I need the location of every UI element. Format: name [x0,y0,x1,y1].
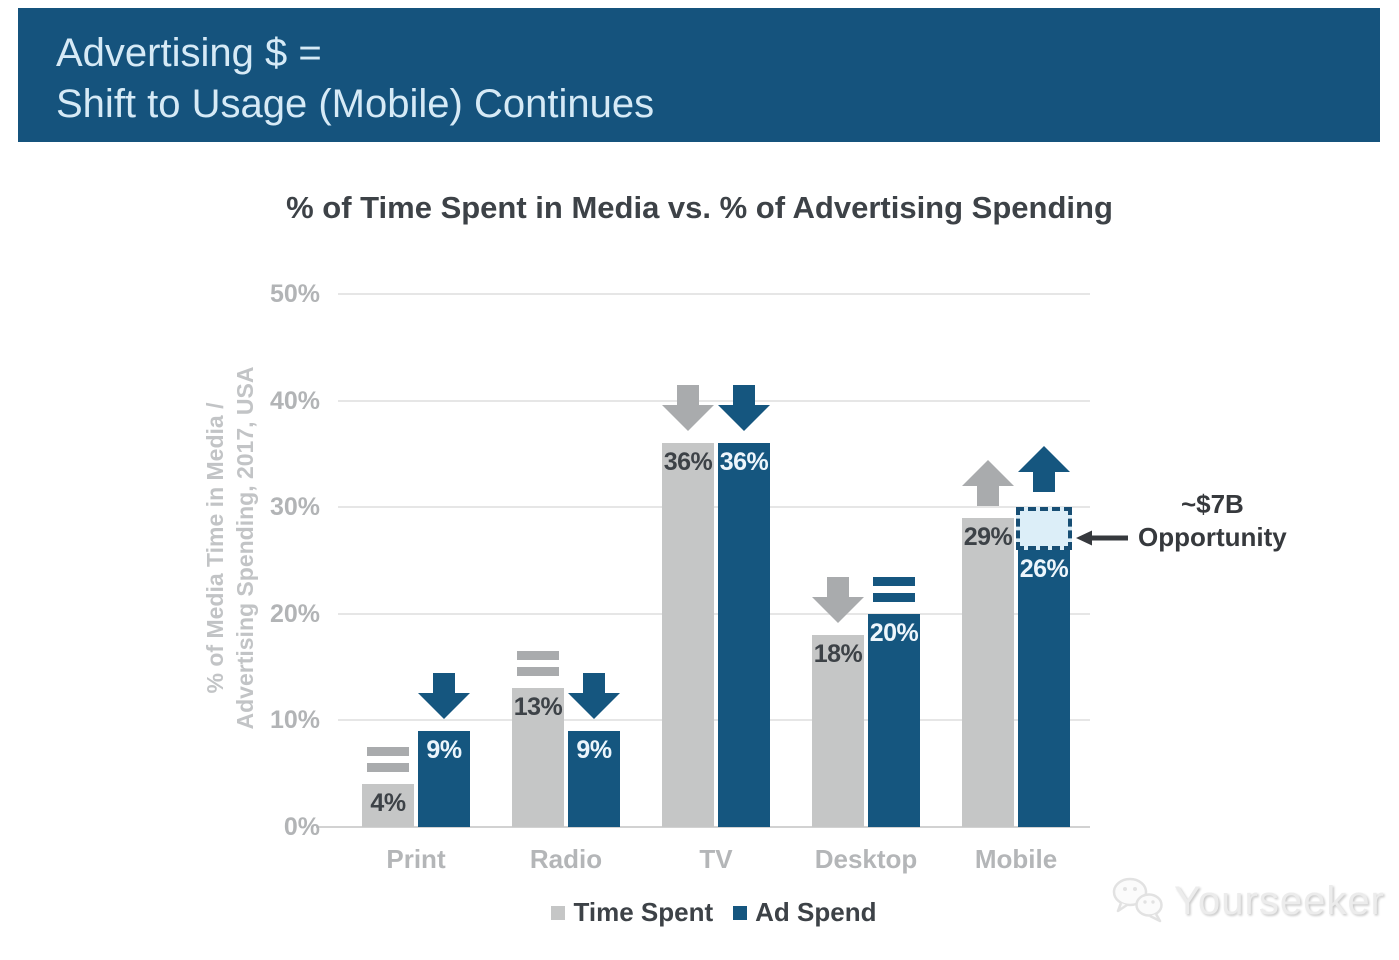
x-category-mobile: Mobile [974,844,1058,874]
bar-print-time-spent: 4% [362,784,414,827]
y-tick-40%: 40% [269,386,320,415]
bar-value-label: 20% [869,619,919,647]
watermark: Yourseeker [1108,872,1385,930]
bar-tv-time-spent: 36% [662,443,714,827]
x-axis-line [316,826,1090,828]
chat-bubbles-icon [1112,877,1163,923]
legend-item-ad-spend: Ad Spend [733,897,877,928]
y-tick-0%: 0% [283,813,320,841]
trend-down-icon [812,577,864,628]
trend-flat-icon [873,577,915,607]
y-tick-10%: 10% [269,706,320,735]
bar-print-ad-spend: 9% [418,731,470,827]
bar-tv-ad-spend: 36% [718,443,770,827]
trend-up-icon [962,460,1014,511]
legend-item-time-spent: Time Spent [551,897,713,928]
chart-title: % of Time Spent in Media vs. % of Advert… [286,190,1113,225]
bar-desktop-time-spent: 18% [812,635,864,827]
legend-label-time-spent: Time Spent [573,897,714,927]
bar-value-label: 18% [813,640,863,668]
annotation-left-arrow-icon [1076,530,1128,546]
header-title-line1: Advertising $ = [56,31,322,75]
bar-radio-ad-spend: 9% [568,731,620,827]
x-category-print: Print [386,844,446,874]
gridline-40% [338,399,1090,402]
bar-value-label: 36% [719,448,769,476]
bar-value-label: 36% [663,448,713,476]
opportunity-gap-box [1016,507,1072,550]
x-category-desktop: Desktop [814,844,918,874]
trend-flat-icon [517,651,559,681]
legend-swatch-time-spent [551,905,566,920]
bar-value-label: 29% [963,523,1013,551]
x-category-tv: TV [699,844,733,874]
trend-down-icon [718,385,770,436]
bar-desktop-ad-spend: 20% [868,614,920,827]
watermark-text: Yourseeker [1174,878,1385,923]
x-category-radio: Radio [529,844,603,874]
bar-value-label: 13% [513,693,563,721]
annotation-line2: Opportunity [1138,522,1287,552]
y-tick-50%: 50% [269,280,320,308]
bar-mobile-ad-spend: 26% [1018,550,1070,827]
bar-value-label: 26% [1019,555,1069,583]
annotation-text: ~$7B Opportunity [1138,488,1287,554]
bar-mobile-time-spent: 29% [962,518,1014,827]
y-tick-30%: 30% [269,493,320,522]
gridline-10% [338,719,1090,722]
gridline-30% [338,506,1090,509]
legend-label-ad-spend: Ad Spend [755,897,877,927]
y-axis-label-line2: Advertising Spending, 2017, USA [232,366,258,730]
bar-value-label: 9% [426,736,462,764]
trend-down-icon [418,673,470,724]
legend-swatch-ad-spend [733,905,748,920]
bar-value-label: 4% [370,789,406,817]
trend-down-icon [568,673,620,724]
y-axis-label: % of Media Time in Media / Advertising S… [200,367,260,730]
y-tick-20%: 20% [269,599,320,628]
gridline-50% [338,293,1090,295]
opportunity-annotation: ~$7B Opportunity [1076,488,1287,554]
y-axis-label-line1: % of Media Time in Media / [202,402,228,694]
gridline-20% [338,612,1090,615]
header-banner: Advertising $ = Shift to Usage (Mobile) … [18,8,1380,142]
trend-down-icon [662,385,714,436]
trend-up-icon [1018,446,1070,497]
bar-value-label: 9% [576,736,612,764]
header-title-line2: Shift to Usage (Mobile) Continues [56,82,655,126]
plot-area: 50% 40% 30% 20% 10% 0% Print 4% 9% Radio 13% 9% TV 36… [270,280,1090,874]
trend-flat-icon [367,747,409,777]
bar-radio-time-spent: 13% [512,688,564,827]
annotation-line1: ~$7B [1180,489,1244,519]
legend: Time Spent Ad Spend [338,897,1090,928]
